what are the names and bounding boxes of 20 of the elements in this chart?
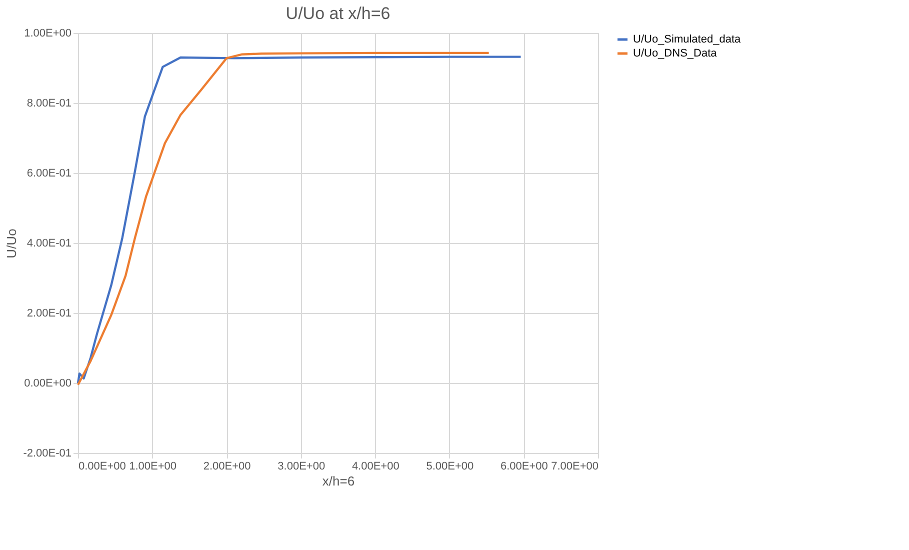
chart-title: U/Uo at x/h=6 xyxy=(286,4,390,23)
x-tick-label: 6.00E+00 xyxy=(500,460,548,472)
y-axis-title: U/Uo xyxy=(4,228,20,258)
x-tick-label: 4.00E+00 xyxy=(352,460,400,472)
x-tick-label: 2.00E+00 xyxy=(203,460,251,472)
y-tick-label: 0.00E+00 xyxy=(24,378,72,390)
x-tick-label: 5.00E+00 xyxy=(426,460,474,472)
x-tick-label: 7.00E+00 xyxy=(551,460,598,472)
legend-label: U/Uo_Simulated_data xyxy=(633,34,742,46)
x-axis-title: x/h=6 xyxy=(322,474,355,488)
y-tick-label: -2.00E-01 xyxy=(23,448,72,460)
y-tick-label: 8.00E-01 xyxy=(26,98,72,110)
y-tick-label: 6.00E-01 xyxy=(26,168,72,180)
x-tick-label: 0.00E+00 xyxy=(78,460,126,472)
y-tick-label: 1.00E+00 xyxy=(24,28,72,40)
x-tick-label: 3.00E+00 xyxy=(278,460,326,472)
x-tick-label: 1.00E+00 xyxy=(129,460,176,472)
legend-label: U/Uo_DNS_Data xyxy=(633,48,718,60)
y-tick-label: 4.00E-01 xyxy=(26,238,72,250)
y-tick-label: 2.00E-01 xyxy=(26,308,72,320)
